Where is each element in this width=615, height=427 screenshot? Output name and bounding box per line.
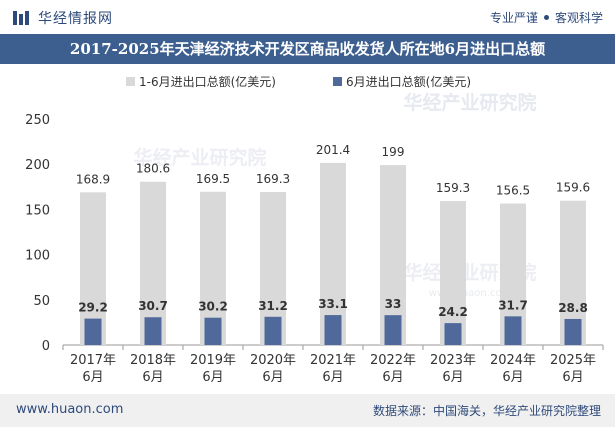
footer-source: 数据来源：中国海关，华经产业研究院整理	[372, 404, 601, 418]
data-label-june: 30.7	[138, 299, 168, 313]
data-label-total: 159.3	[436, 181, 470, 195]
data-label-june: 30.2	[198, 300, 228, 314]
watermark-url: www.huaon.com	[429, 288, 512, 299]
x-tick-label: 6月	[442, 370, 463, 385]
data-label-june: 31.2	[258, 299, 288, 313]
legend-label-2: 6月进出口总额(亿美元)	[346, 74, 471, 89]
x-tick-label: 2018年	[130, 353, 176, 368]
x-tick-label: 6月	[142, 370, 163, 385]
data-label-june: 33	[385, 297, 402, 311]
x-tick-label: 6月	[82, 370, 103, 385]
top-bar: 华经情报网 专业严谨 客观科学	[0, 0, 615, 34]
x-tick-label: 2024年	[490, 353, 536, 368]
data-label-total: 159.6	[556, 181, 590, 195]
brand-logo-icon	[13, 11, 29, 25]
bar-june	[84, 318, 102, 345]
data-label-june: 33.1	[318, 297, 348, 311]
data-label-total: 156.5	[496, 184, 530, 198]
bar-total	[380, 165, 406, 345]
watermark-text: 华经产业研究院	[133, 146, 266, 169]
chart-area: 华经产业研究院 华经产业研究院 华经产业研究院 www.huaon.com 1-6月进出…	[0, 64, 615, 394]
x-tick-label: 2022年	[370, 353, 416, 368]
x-tick-label: 2017年	[70, 353, 116, 368]
x-tick-label: 6月	[262, 370, 283, 385]
data-label-june: 29.2	[78, 301, 108, 315]
data-label-june: 31.7	[498, 298, 528, 312]
brand: 华经情报网	[12, 8, 113, 28]
bar-chart: 华经产业研究院华经产业研究院华经产业研究院www.huaon.com1-6月进出…	[25, 74, 604, 385]
x-tick-label: 6月	[502, 370, 523, 385]
x-tick-label: 2025年	[550, 353, 596, 368]
bar-total	[440, 200, 466, 345]
tagline-2: 客观科学	[554, 11, 603, 25]
bar-june	[324, 315, 342, 345]
x-tick-label: 6月	[202, 370, 223, 385]
tagline-dot	[543, 15, 549, 20]
data-label-total: 199	[382, 145, 405, 159]
legend-swatch-1	[126, 77, 135, 86]
footer-url: www.huaon.com	[16, 402, 124, 417]
x-tick-label: 2020年	[250, 353, 296, 368]
bar-june	[444, 323, 462, 345]
brand-name: 华经情报网	[38, 11, 113, 27]
bar-june	[564, 318, 582, 345]
data-label-total: 169.5	[196, 172, 230, 186]
bar-june	[504, 316, 522, 345]
x-tick-label: 6月	[562, 370, 583, 385]
bar-june	[264, 316, 282, 345]
x-tick-label: 2019年	[190, 353, 236, 368]
x-tick-label: 2021年	[310, 353, 356, 368]
x-tick-label: 2023年	[430, 353, 476, 368]
y-tick-label: 150	[25, 203, 50, 218]
data-label-total: 169.3	[256, 172, 290, 186]
data-label-total: 168.9	[76, 172, 110, 186]
data-label-total: 180.6	[136, 162, 170, 176]
legend-label-1: 1-6月进出口总额(亿美元)	[139, 74, 276, 89]
y-tick-label: 250	[25, 113, 50, 128]
title-bar: 2017-2025年天津经济技术开发区商品收发货人所在地6月进出口总额	[0, 34, 615, 64]
bar-june	[384, 315, 402, 345]
footer: www.huaon.com 数据来源：中国海关，华经产业研究院整理	[0, 394, 615, 427]
watermark-text: 华经产业研究院	[403, 91, 536, 114]
legend-swatch-2	[333, 77, 342, 86]
tagline-1: 专业严谨	[489, 11, 538, 25]
bar-june	[144, 317, 162, 345]
bar-total	[320, 162, 346, 345]
y-tick-label: 50	[33, 294, 50, 309]
chart-title: 2017-2025年天津经济技术开发区商品收发货人所在地6月进出口总额	[69, 40, 546, 58]
data-label-total: 201.4	[316, 143, 350, 157]
bar-june	[204, 317, 222, 345]
y-tick-label: 200	[25, 158, 50, 173]
y-tick-label: 100	[25, 249, 50, 264]
data-label-june: 24.2	[438, 305, 468, 319]
x-tick-label: 6月	[382, 370, 403, 385]
tagline: 专业严谨 客观科学	[490, 9, 603, 26]
data-label-june: 28.8	[558, 301, 588, 315]
y-tick-label: 0	[42, 339, 50, 354]
x-tick-label: 6月	[322, 370, 343, 385]
